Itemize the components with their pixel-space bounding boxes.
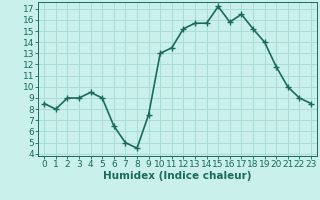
X-axis label: Humidex (Indice chaleur): Humidex (Indice chaleur) xyxy=(103,171,252,181)
